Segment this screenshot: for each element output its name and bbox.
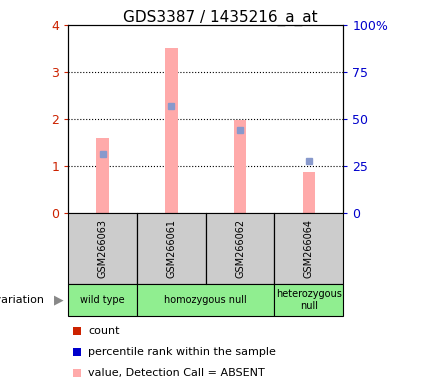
- Bar: [234, 121, 246, 213]
- Text: wild type: wild type: [80, 295, 125, 305]
- Text: GDS3387 / 1435216_a_at: GDS3387 / 1435216_a_at: [123, 10, 317, 26]
- Text: percentile rank within the sample: percentile rank within the sample: [88, 347, 276, 357]
- Bar: [303, 172, 315, 213]
- Text: GSM266063: GSM266063: [98, 219, 107, 278]
- Text: heterozygous
null: heterozygous null: [276, 289, 342, 311]
- Text: genotype/variation: genotype/variation: [0, 295, 44, 305]
- Bar: [165, 48, 177, 213]
- Text: GSM266061: GSM266061: [166, 219, 176, 278]
- Text: ▶: ▶: [54, 293, 64, 306]
- Bar: [96, 138, 109, 213]
- Text: GSM266064: GSM266064: [304, 219, 314, 278]
- Text: homozygous null: homozygous null: [164, 295, 247, 305]
- Text: value, Detection Call = ABSENT: value, Detection Call = ABSENT: [88, 368, 265, 378]
- Text: GSM266062: GSM266062: [235, 219, 245, 278]
- Text: count: count: [88, 326, 120, 336]
